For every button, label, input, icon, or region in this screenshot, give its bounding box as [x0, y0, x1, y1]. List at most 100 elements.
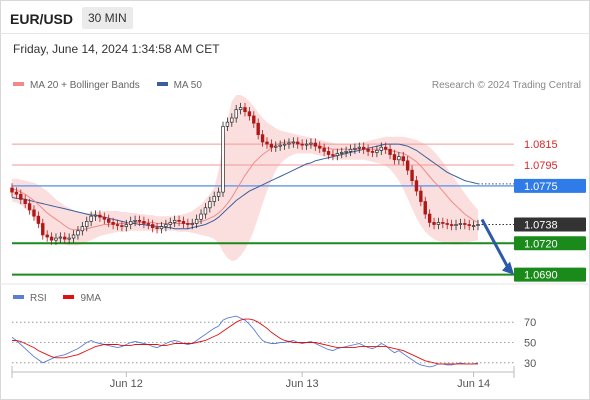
- candle: [274, 145, 278, 148]
- candle: [252, 115, 256, 124]
- resistance-label: 1.0815: [524, 139, 558, 151]
- candle: [344, 151, 348, 153]
- candle: [445, 223, 449, 225]
- candle: [208, 201, 212, 209]
- candle: [67, 237, 71, 240]
- ma20-swatch: [13, 82, 24, 87]
- candle: [80, 226, 85, 232]
- candle: [476, 224, 480, 226]
- candle: [449, 224, 454, 226]
- candle: [115, 224, 120, 226]
- price-legend: MA 20 + Bollinger Bands MA 50: [13, 80, 216, 91]
- support-label: 1.0720: [524, 238, 558, 250]
- candle: [423, 201, 427, 215]
- candle: [124, 224, 129, 227]
- candle: [93, 214, 98, 217]
- candle: [291, 141, 296, 144]
- candle: [370, 151, 375, 153]
- forecast-arrow-head: [502, 261, 514, 275]
- time-tick-label: Jun 13: [286, 378, 319, 390]
- candle: [397, 156, 401, 161]
- candle: [366, 148, 370, 152]
- candle: [353, 147, 357, 150]
- candle: [102, 216, 107, 220]
- rsi-line: [11, 315, 479, 368]
- rsi-tick-label: 30: [524, 358, 536, 370]
- candle: [265, 141, 269, 145]
- candle: [243, 107, 247, 113]
- candle: [238, 107, 243, 110]
- resistance-label: 1.0795: [524, 160, 558, 172]
- credit-label: Research © 2024 Trading Central: [431, 80, 581, 91]
- candle: [432, 222, 436, 225]
- candle: [85, 221, 89, 227]
- candle: [212, 195, 216, 202]
- legend-ma50: MA 50: [156, 80, 202, 91]
- candle: [194, 218, 199, 224]
- candle: [340, 152, 344, 154]
- candle: [177, 219, 181, 222]
- candle: [282, 143, 287, 146]
- candle: [142, 221, 146, 224]
- candle: [247, 111, 252, 117]
- candle: [128, 221, 133, 225]
- candle: [14, 191, 19, 195]
- ma20-line: [11, 141, 479, 231]
- candle: [458, 223, 463, 225]
- candle: [71, 234, 76, 239]
- candle: [304, 143, 309, 146]
- candle: [419, 190, 423, 202]
- candle: [120, 225, 124, 227]
- candle: [168, 222, 172, 225]
- ma20-label: MA 20 + Bollinger Bands: [30, 80, 140, 91]
- candle: [269, 143, 274, 148]
- rsi-tick-label: 50: [524, 338, 536, 350]
- candle: [199, 213, 203, 220]
- candle: [383, 146, 388, 150]
- candle: [375, 150, 379, 153]
- candle: [300, 143, 304, 146]
- rsi-label: RSI: [30, 293, 47, 304]
- candle: [260, 134, 265, 143]
- time-tick-label: Jun 12: [110, 378, 143, 390]
- candle: [361, 146, 366, 150]
- candle: [357, 146, 362, 149]
- bollinger-band: [12, 95, 478, 262]
- timeframe-badge[interactable]: 30 MIN: [82, 7, 133, 29]
- header-divider: [0, 33, 590, 34]
- candle: [410, 169, 414, 181]
- candle: [10, 187, 14, 193]
- candle: [19, 193, 23, 200]
- candle: [331, 154, 335, 156]
- candle: [49, 236, 54, 241]
- rsi-ma-label: 9MA: [80, 293, 102, 304]
- candle: [287, 142, 291, 145]
- candle: [181, 221, 186, 224]
- rsi-tick-label: 70: [524, 317, 536, 329]
- candle: [89, 215, 93, 222]
- candle: [159, 226, 164, 230]
- candle: [54, 237, 58, 241]
- candle: [388, 148, 392, 155]
- candle: [401, 156, 405, 162]
- candle: [414, 180, 419, 192]
- candle: [36, 215, 41, 224]
- rsi-swatch: [13, 295, 24, 300]
- rsi-legend: RSI 9MA: [13, 293, 115, 304]
- candle: [427, 213, 432, 223]
- candle: [76, 230, 80, 236]
- candle: [313, 142, 318, 147]
- candle: [107, 218, 111, 223]
- ma50-swatch: [156, 82, 168, 87]
- candle: [441, 222, 445, 224]
- support-label-box: [514, 236, 586, 251]
- pivot-label-box: [514, 178, 586, 193]
- last-price-box: [514, 217, 586, 232]
- candle: [186, 223, 190, 225]
- forecast-arrow: [480, 218, 510, 269]
- candle: [137, 219, 142, 222]
- support-label-box: [514, 267, 586, 282]
- candle: [234, 109, 238, 119]
- candle: [63, 236, 67, 240]
